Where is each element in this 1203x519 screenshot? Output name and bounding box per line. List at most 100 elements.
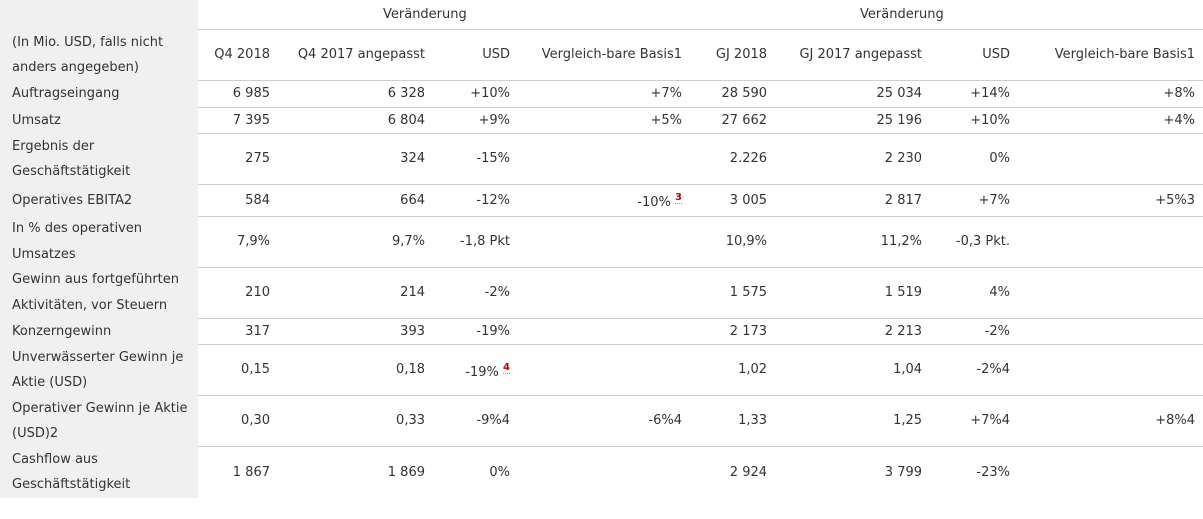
table-row: Unverwässerter Gewinn je Aktie (USD) 0,1… xyxy=(0,344,1203,396)
cell xyxy=(518,446,691,498)
cell: +5%3 xyxy=(1018,184,1203,216)
cell: 11,2% xyxy=(775,215,931,267)
cell: 1 867 xyxy=(198,446,278,498)
cell: 393 xyxy=(278,317,433,345)
cell xyxy=(518,317,691,345)
row-label: Operatives EBITA2 xyxy=(0,184,198,216)
cell: -2% xyxy=(433,266,518,318)
cell xyxy=(518,266,691,318)
row-label: Unverwässerter Gewinn je Aktie (USD) xyxy=(0,344,198,396)
cell: 1 869 xyxy=(278,446,433,498)
cell: 1,02 xyxy=(690,344,776,396)
cell: 6 328 xyxy=(278,80,433,107)
table-row: In % des operativen Umsatzes 7,9% 9,7% -… xyxy=(0,215,1203,267)
change-header-q4: Veränderung xyxy=(383,6,467,22)
cell: 2 173 xyxy=(690,317,776,345)
cell: 4% xyxy=(930,266,1019,318)
cell: 584 xyxy=(198,184,278,216)
cell: 214 xyxy=(278,266,433,318)
cell-value: -10% xyxy=(637,195,671,210)
col-header-q4-2018: Q4 2018 xyxy=(198,29,278,81)
cell-value: -19% xyxy=(465,364,499,380)
cell: 0,33 xyxy=(278,395,433,447)
row-label: Auftragseingang xyxy=(0,80,198,107)
footnote-link[interactable]: 4 xyxy=(503,361,510,374)
cell: 25 034 xyxy=(775,80,931,107)
cell xyxy=(1018,446,1203,498)
cell xyxy=(1018,215,1203,267)
cell: +14% xyxy=(930,80,1019,107)
cell: +7% xyxy=(518,80,691,107)
col-header-q4-2017: Q4 2017 angepasst xyxy=(278,29,433,81)
cell: +10% xyxy=(433,80,518,107)
cell: 2 817 xyxy=(775,184,931,216)
cell: -1,8 Pkt xyxy=(433,215,518,267)
cell: 10,9% xyxy=(690,215,776,267)
cell: -2% xyxy=(930,317,1019,345)
cell: 275 xyxy=(198,133,278,185)
cell: 0,18 xyxy=(278,344,433,396)
cell xyxy=(518,215,691,267)
cell: 2.226 xyxy=(690,133,776,185)
cell: +8% xyxy=(1018,80,1203,107)
cell: 28 590 xyxy=(690,80,776,107)
cell: 0% xyxy=(930,133,1019,185)
financial-results-table: Veränderung Veränderung (In Mio. USD, fa… xyxy=(0,0,1203,498)
footnote-link[interactable]: 3 xyxy=(675,192,683,204)
cell-with-footnote: -10% 3 xyxy=(518,184,691,216)
col-header-fy-comparable: Vergleich-bare Basis1 xyxy=(1018,29,1203,81)
cell: 7 395 xyxy=(198,106,278,134)
table-row: Cashflow aus Geschäftstätigkeit 1 867 1 … xyxy=(0,446,1203,498)
row-label: Umsatz xyxy=(0,107,198,134)
cell: 9,7% xyxy=(278,215,433,267)
col-header-fy-2017: GJ 2017 angepasst xyxy=(775,29,931,81)
cell: +10% xyxy=(930,106,1019,134)
cell: 2 924 xyxy=(690,446,776,498)
cell: +8%4 xyxy=(1018,395,1203,447)
table-row: Operativer Gewinn je Aktie (USD)2 0,30 0… xyxy=(0,395,1203,447)
cell: 3 799 xyxy=(775,446,931,498)
change-header-fy: Veränderung xyxy=(860,6,944,22)
cell: -23% xyxy=(930,446,1019,498)
cell: 27 662 xyxy=(690,106,776,134)
cell xyxy=(518,344,691,396)
cell: 3 005 xyxy=(690,184,776,216)
cell: +7% xyxy=(930,184,1019,216)
cell: +5% xyxy=(518,106,691,134)
cell xyxy=(1018,344,1203,396)
cell: 7,9% xyxy=(198,215,278,267)
cell xyxy=(1018,317,1203,345)
table-row: Auftragseingang 6 985 6 328 +10% +7% 28 … xyxy=(0,80,1203,107)
cell: 324 xyxy=(278,133,433,185)
row-label: In % des operativen Umsatzes xyxy=(0,216,198,267)
cell: -0,3 Pkt. xyxy=(930,215,1019,267)
row-label: Konzerngewinn xyxy=(0,318,198,345)
cell: 664 xyxy=(278,184,433,216)
cell: 6 804 xyxy=(278,106,433,134)
cell: -12% xyxy=(433,184,518,216)
cell: 210 xyxy=(198,266,278,318)
table-row: Konzerngewinn 317 393 -19% 2 173 2 213 -… xyxy=(0,317,1203,345)
column-header-row: (In Mio. USD, falls nicht anders angegeb… xyxy=(0,29,1203,81)
cell: +7%4 xyxy=(930,395,1019,447)
cell: -9%4 xyxy=(433,395,518,447)
cell: 6 985 xyxy=(198,80,278,107)
row-label: Cashflow aus Geschäftstätigkeit xyxy=(0,446,198,498)
cell: 1 575 xyxy=(690,266,776,318)
cell: -6%4 xyxy=(518,395,691,447)
col-header-q4-comparable: Vergleich-bare Basis1 xyxy=(518,29,691,81)
cell: -2%4 xyxy=(930,344,1019,396)
row-label: Ergebnis der Geschäftstätigkeit xyxy=(0,133,198,185)
cell: 2 230 xyxy=(775,133,931,185)
cell: 1 519 xyxy=(775,266,931,318)
row-label: Operativer Gewinn je Aktie (USD)2 xyxy=(0,395,198,447)
cell xyxy=(1018,266,1203,318)
col-header-fy-2018: GJ 2018 xyxy=(690,29,776,81)
table-row: Ergebnis der Geschäftstätigkeit 275 324 … xyxy=(0,133,1203,185)
cell xyxy=(518,133,691,185)
table-row: Operatives EBITA2 584 664 -12% -10% 3 3 … xyxy=(0,184,1203,216)
cell: 0,15 xyxy=(198,344,278,396)
cell: 0,30 xyxy=(198,395,278,447)
cell: 25 196 xyxy=(775,106,931,134)
group-header-row: Veränderung Veränderung xyxy=(0,0,1203,30)
